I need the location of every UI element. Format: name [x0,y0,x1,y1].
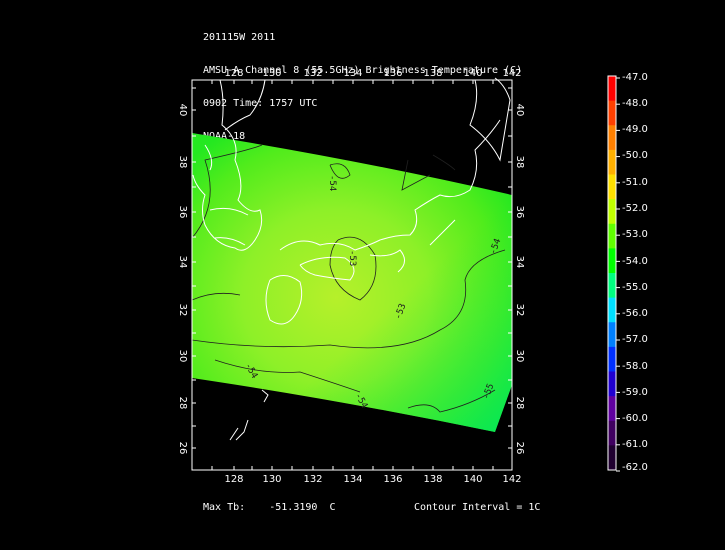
colorbar-label: -47.0 [622,72,648,83]
colorbar-segment [608,420,616,446]
lat-tick-left: 30 [177,350,188,363]
lon-tick-top: 142 [502,68,521,79]
colorbar-segment [608,199,616,225]
colorbar-segment [608,371,616,397]
title-block: 201115W 2011 AMSU-A Channel 8 (55.5GHz) … [203,10,522,153]
colorbar-frame [607,75,617,471]
lat-tick-right: 30 [514,350,525,363]
lat-tick-left: 36 [177,206,188,219]
colorbar-label: -57.0 [622,334,648,345]
colorbar-segment [608,445,616,471]
max-tb-label: Max Tb: [203,502,246,513]
title-satellite: NOAA-18 [203,131,246,142]
lon-tick-top: 134 [343,68,362,79]
colorbar [608,76,620,472]
max-tb: Max Tb: -51.3190 C [203,502,336,513]
lon-tick-bottom: 128 [224,474,243,485]
colorbar-label: -50.0 [622,150,648,161]
lat-tick-left: 34 [177,256,188,269]
lon-tick-bottom: 140 [463,474,482,485]
lat-tick-right: 34 [514,256,525,269]
colorbar-label: -60.0 [622,413,648,424]
colorbar-segment [608,174,616,200]
lat-tick-right: 38 [514,156,525,169]
lat-tick-right: 40 [514,104,525,117]
swath-shade [192,133,512,432]
lon-tick-bottom: 134 [343,474,362,485]
colorbar-label: -48.0 [622,98,648,109]
contour-label: -54 [327,175,337,191]
colorbar-label: -58.0 [622,361,648,372]
colorbar-label: -53.0 [622,229,648,240]
lat-tick-right: 32 [514,304,525,317]
lon-tick-bottom: 132 [303,474,322,485]
colorbar-segment [608,322,616,348]
lat-tick-left: 28 [177,397,188,410]
lon-tick-bottom: 142 [502,474,521,485]
max-tb-unit: C [329,502,336,513]
colorbar-label: -56.0 [622,308,648,319]
colorbar-segment [608,248,616,274]
lon-tick-bottom: 130 [262,474,281,485]
colorbar-label: -52.0 [622,203,648,214]
colorbar-segment [608,346,616,372]
coastlines [192,77,511,441]
colorbar-segment [608,396,616,422]
lat-tick-left: 38 [177,156,188,169]
lon-tick-bottom: 136 [383,474,402,485]
colorbar-label: -59.0 [622,387,648,398]
lon-tick-top: 136 [383,68,402,79]
colorbar-segment [608,100,616,126]
title-date: 201115W 2011 [203,32,276,43]
lat-tick-right: 26 [514,442,525,455]
lon-tick-top: 132 [303,68,322,79]
lon-tick-top: 140 [463,68,482,79]
lat-tick-left: 40 [177,104,188,117]
lon-tick-bottom: 138 [423,474,442,485]
colorbar-segment [608,223,616,249]
colorbar-label: -62.0 [622,462,648,473]
lon-tick-top: 128 [224,68,243,79]
colorbar-label: -51.0 [622,177,648,188]
colorbar-segment [608,297,616,323]
colorbar-segment [608,273,616,299]
contour-label: -53 [347,250,357,266]
colorbar-segment [608,149,616,175]
colorbar-label: -54.0 [622,256,648,267]
colorbar-segment [608,125,616,151]
colorbar-label: -55.0 [622,282,648,293]
axis-ticks [192,80,512,470]
lon-tick-top: 138 [423,68,442,79]
lat-tick-right: 36 [514,206,525,219]
contour-interval: Contour Interval = 1C [414,502,541,513]
max-tb-value: -51.3190 [269,502,318,513]
plot-frame [191,79,513,471]
title-product: AMSU-A Channel 8 (55.5GHz) Brightness Te… [203,65,523,76]
lat-tick-left: 26 [177,442,188,455]
lat-tick-left: 32 [177,304,188,317]
colorbar-segment [608,76,616,102]
lat-tick-right: 28 [514,397,525,410]
contour-lines [191,144,506,413]
lon-tick-top: 130 [262,68,281,79]
colorbar-label: -61.0 [622,439,648,450]
title-time: 0902 Time: 1757 UTC [203,98,318,109]
colorbar-label: -49.0 [622,124,648,135]
